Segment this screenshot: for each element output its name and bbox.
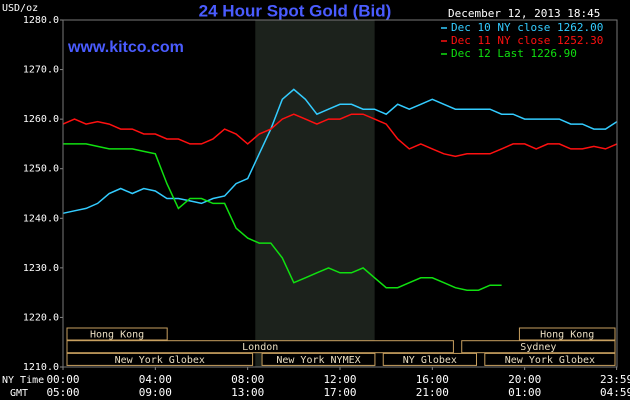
y-tick-label: 1250.0 bbox=[23, 164, 59, 175]
series-line bbox=[62, 113, 618, 158]
x-row-label: GMT bbox=[10, 388, 28, 399]
x-tick-label-gmt: 05:00 bbox=[46, 386, 79, 399]
legend-label: Dec 12 Last 1226.90 bbox=[451, 47, 577, 60]
x-tick-label: 16:00 bbox=[416, 373, 449, 386]
x-tick-label-gmt: 01:00 bbox=[508, 386, 541, 399]
session-label: London bbox=[242, 342, 278, 353]
session-box bbox=[382, 352, 477, 366]
session-label: Sydney bbox=[520, 342, 556, 353]
series-line bbox=[63, 143, 502, 291]
y-tick-label: 1280.0 bbox=[23, 15, 59, 26]
x-tick-label: 00:00 bbox=[46, 373, 79, 386]
y-tick-label: 1270.0 bbox=[23, 65, 59, 76]
x-tick-label: 12:00 bbox=[323, 373, 356, 386]
session-label: New York Globex bbox=[505, 355, 595, 366]
x-tick-label: 23:59 bbox=[600, 373, 630, 386]
series-line bbox=[62, 88, 618, 215]
watermark: www.kitco.com bbox=[67, 39, 184, 56]
x-tick-label-gmt: 21:00 bbox=[416, 386, 449, 399]
timestamp: December 12, 2013 18:45 bbox=[448, 7, 600, 20]
x-tick-label-gmt: 17:00 bbox=[323, 386, 356, 399]
x-tick-label: 04:00 bbox=[139, 373, 172, 386]
session-box bbox=[261, 352, 376, 366]
legend-label: Dec 11 NY close 1252.30 bbox=[451, 34, 603, 47]
session-box bbox=[66, 340, 454, 354]
session-label: Hong Kong bbox=[540, 330, 594, 341]
y-tick-label: 1240.0 bbox=[23, 213, 59, 224]
session-label: New York NYMEX bbox=[276, 355, 360, 366]
y-axis-label: USD/oz bbox=[2, 3, 38, 14]
session-label: New York Globex bbox=[115, 355, 205, 366]
x-tick-label-gmt: 09:00 bbox=[139, 386, 172, 399]
x-tick-label-gmt: 13:00 bbox=[231, 386, 264, 399]
plot-frame bbox=[62, 19, 618, 368]
shaded-band bbox=[255, 20, 375, 367]
y-tick-label: 1260.0 bbox=[23, 114, 59, 125]
session-label: NY Globex bbox=[403, 355, 457, 366]
session-label: Hong Kong bbox=[90, 330, 144, 341]
y-tick-label: 1210.0 bbox=[23, 362, 59, 373]
session-box bbox=[66, 327, 168, 341]
session-box bbox=[484, 352, 616, 366]
y-tick-label: 1230.0 bbox=[23, 263, 59, 274]
y-tick-label: 1220.0 bbox=[23, 312, 59, 323]
x-row-label: NY Time bbox=[2, 375, 44, 386]
x-tick-label: 20:00 bbox=[508, 373, 541, 386]
session-box bbox=[518, 327, 616, 341]
session-box bbox=[66, 352, 254, 366]
session-box bbox=[461, 340, 616, 354]
chart-title: 24 Hour Spot Gold (Bid) bbox=[199, 1, 392, 20]
x-tick-label-gmt: 04:59 bbox=[600, 386, 630, 399]
x-tick-label: 08:00 bbox=[231, 373, 264, 386]
legend-label: Dec 10 NY close 1262.00 bbox=[451, 21, 603, 34]
